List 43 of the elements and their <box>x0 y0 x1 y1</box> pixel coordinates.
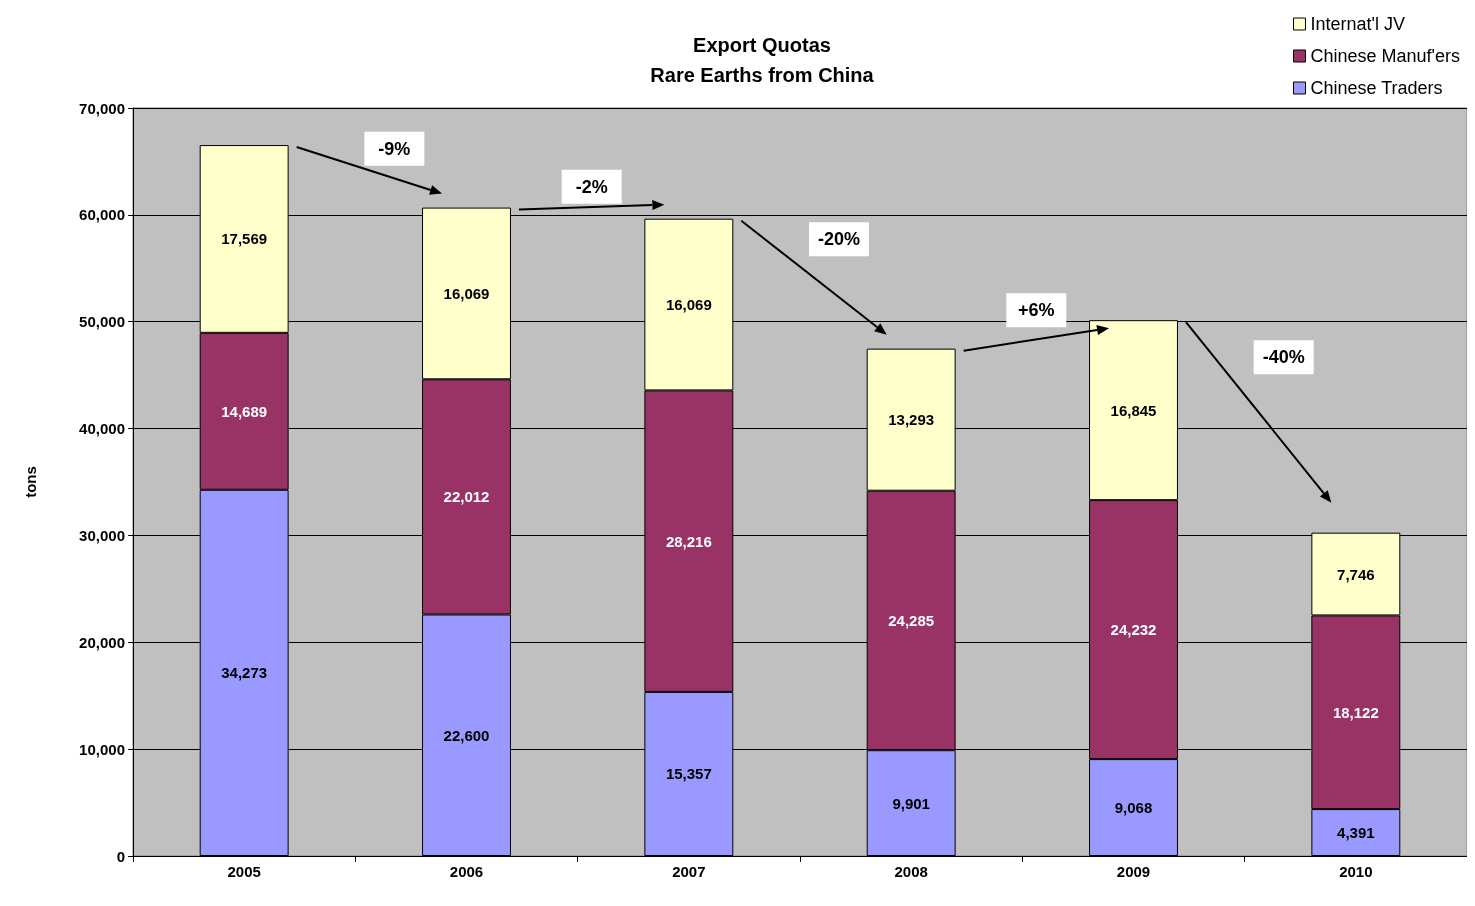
data-label: 24,232 <box>1110 621 1157 639</box>
annotation: -2% <box>575 176 608 197</box>
data-label: 16,845 <box>1110 401 1157 419</box>
y-tick-label: 0 <box>116 847 125 865</box>
legend-label: Internat'l JV <box>1310 14 1405 34</box>
data-label: 16,069 <box>665 296 712 314</box>
data-label: 16,069 <box>443 284 490 302</box>
y-tick-label: 70,000 <box>79 99 125 117</box>
data-label: 34,273 <box>221 664 268 682</box>
y-tick-label: 50,000 <box>79 313 125 331</box>
data-label: 13,293 <box>888 411 935 429</box>
annotation: -40% <box>1262 347 1305 368</box>
y-tick-label: 60,000 <box>79 206 125 224</box>
data-label: 14,689 <box>221 402 268 420</box>
y-axis-title: tons <box>22 466 39 498</box>
annotation: -20% <box>817 229 861 250</box>
x-tick-label: 2006 <box>449 863 484 880</box>
legend-label: Chinese Manuf'ers <box>1310 46 1460 66</box>
data-label: 24,285 <box>888 611 935 629</box>
data-label: 9,901 <box>892 794 930 812</box>
y-tick-label: 20,000 <box>79 633 125 651</box>
y-tick-label: 10,000 <box>79 740 125 758</box>
x-tick-label: 2010 <box>1339 863 1373 880</box>
data-label: 22,600 <box>443 726 490 744</box>
data-label: 9,068 <box>1114 799 1153 817</box>
data-label: 4,391 <box>1337 824 1375 842</box>
data-label: 28,216 <box>665 532 712 550</box>
data-label: 17,569 <box>221 230 268 248</box>
y-tick-label: 40,000 <box>79 420 125 438</box>
annotation: +6% <box>1018 300 1055 321</box>
data-label: 15,357 <box>665 765 712 783</box>
chart-subtitle: Rare Earths from China <box>650 64 875 86</box>
x-tick-label: 2007 <box>672 863 706 880</box>
x-tick-label: 2005 <box>227 863 261 880</box>
x-tick-label: 2008 <box>894 863 928 880</box>
chart-title: Export Quotas <box>693 34 831 56</box>
data-label: 7,746 <box>1337 565 1375 583</box>
annotation: -9% <box>378 138 411 159</box>
data-label: 18,122 <box>1332 703 1379 721</box>
data-label: 22,012 <box>443 488 490 506</box>
x-tick-label: 2009 <box>1116 863 1151 880</box>
legend-label: Chinese Traders <box>1310 78 1443 98</box>
y-tick-label: 30,000 <box>79 526 125 544</box>
